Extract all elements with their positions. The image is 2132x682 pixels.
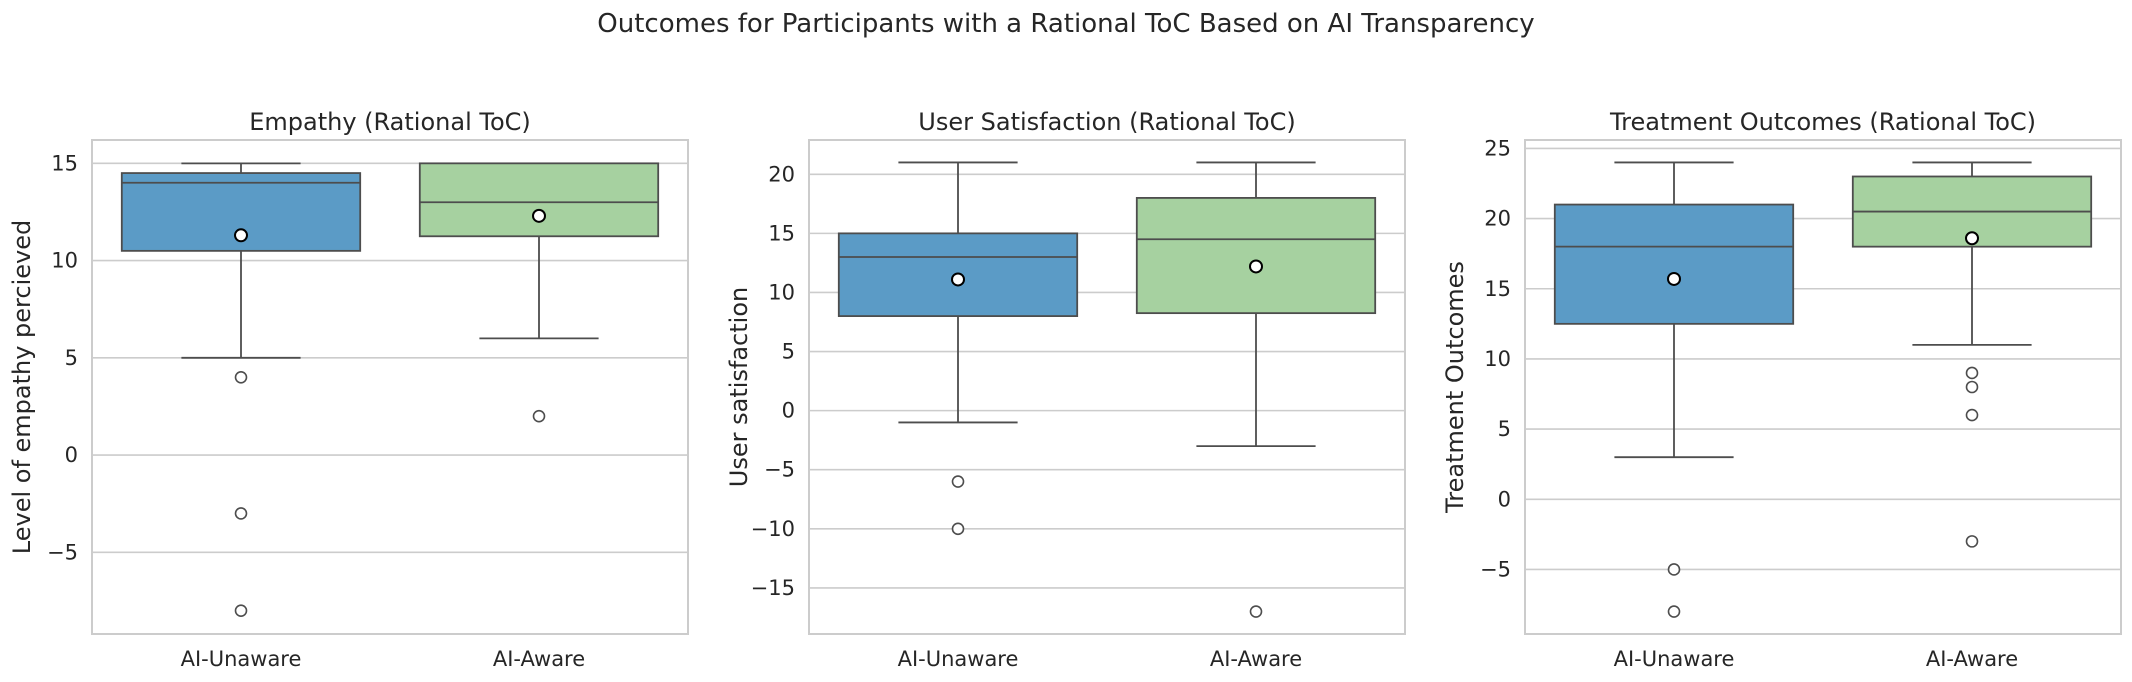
plot-frame (808, 139, 1406, 635)
x-tick-label: AI-Aware (493, 647, 585, 671)
y-tick-label: 10 (51, 249, 78, 273)
mean-marker (1965, 231, 1979, 246)
plot-frame (91, 139, 689, 635)
box-ai-aware (1135, 161, 1377, 618)
y-tick-label: 15 (51, 151, 78, 175)
y-tick-label: 20 (768, 162, 795, 186)
y-tick-label: 20 (1484, 207, 1511, 231)
y-tick-label: −10 (751, 517, 795, 541)
outlier-point (234, 370, 248, 384)
outlier-point (532, 409, 546, 423)
plot-frame (1524, 139, 2122, 635)
y-axis-label: User satisfaction (725, 287, 753, 487)
x-tick-label: AI-Unaware (1614, 647, 1735, 671)
y-tick-label: 25 (1484, 136, 1511, 160)
x-tick-label: AI-Aware (1210, 647, 1302, 671)
y-tick-label: 0 (1498, 487, 1511, 511)
outlier-point (1667, 605, 1681, 618)
y-tick-label: 0 (65, 443, 78, 467)
panel-2: −15 −10 −5 0 5 10 15 20 AI-Unaware AI-Aware User S… (725, 108, 1406, 671)
y-axis-label: Treatment Outcomes (1441, 261, 1469, 514)
outlier-point (234, 604, 248, 617)
y-tick-label: 0 (782, 399, 795, 423)
box-ai-unaware (120, 162, 362, 617)
mean-marker (234, 228, 248, 243)
y-tick-label: 10 (1484, 347, 1511, 371)
panel-3: −5 0 5 10 15 20 25 AI-Unaware AI-Aware Treatment … (1441, 108, 2122, 671)
box-ai-aware (1851, 161, 2093, 548)
box-ai-unaware (1553, 161, 1795, 618)
x-tick-label: AI-Aware (1926, 647, 2018, 671)
panel-title: User Satisfaction (Rational ToC) (918, 108, 1295, 136)
x-tick-label: AI-Unaware (898, 647, 1019, 671)
mean-marker (532, 208, 546, 223)
y-tick-label: 5 (65, 346, 78, 370)
outlier-point (1667, 563, 1681, 576)
y-tick-label: −5 (47, 540, 78, 564)
box-ai-unaware (837, 161, 1079, 536)
y-tick-label: 15 (768, 221, 795, 245)
box-body (418, 162, 660, 238)
outlier-point (951, 522, 965, 536)
outlier-point (1965, 380, 1979, 394)
outlier-point (1249, 605, 1263, 618)
y-axis-label: Level of empathy percieved (8, 220, 36, 554)
x-tick-label: AI-Unaware (181, 647, 302, 671)
box-ai-aware (418, 162, 660, 423)
box-body (1135, 197, 1377, 315)
outlier-point (234, 507, 248, 520)
outlier-point (1965, 535, 1979, 548)
y-tick-label: 5 (1498, 417, 1511, 441)
panel-title: Empathy (Rational ToC) (249, 108, 531, 136)
mean-marker (1667, 271, 1681, 286)
y-tick-label: −5 (1480, 557, 1511, 581)
y-tick-label: −5 (764, 458, 795, 482)
y-tick-label: 10 (768, 280, 795, 304)
box-body (1553, 203, 1795, 325)
figure-title: Outcomes for Participants with a Rationa… (597, 9, 1534, 39)
panel-1: −5 0 5 10 15 AI-Unaware AI-Aware Empathy (Ratio… (8, 108, 689, 671)
y-tick-label: −15 (751, 576, 795, 600)
y-tick-label: 15 (1484, 277, 1511, 301)
outlier-point (951, 475, 965, 488)
mean-marker (1249, 259, 1263, 274)
outlier-point (1965, 408, 1979, 422)
mean-marker (951, 272, 965, 287)
panel-title: Treatment Outcomes (Rational ToC) (1609, 108, 2036, 136)
y-tick-label: 5 (782, 340, 795, 364)
outlier-point (1965, 366, 1979, 380)
